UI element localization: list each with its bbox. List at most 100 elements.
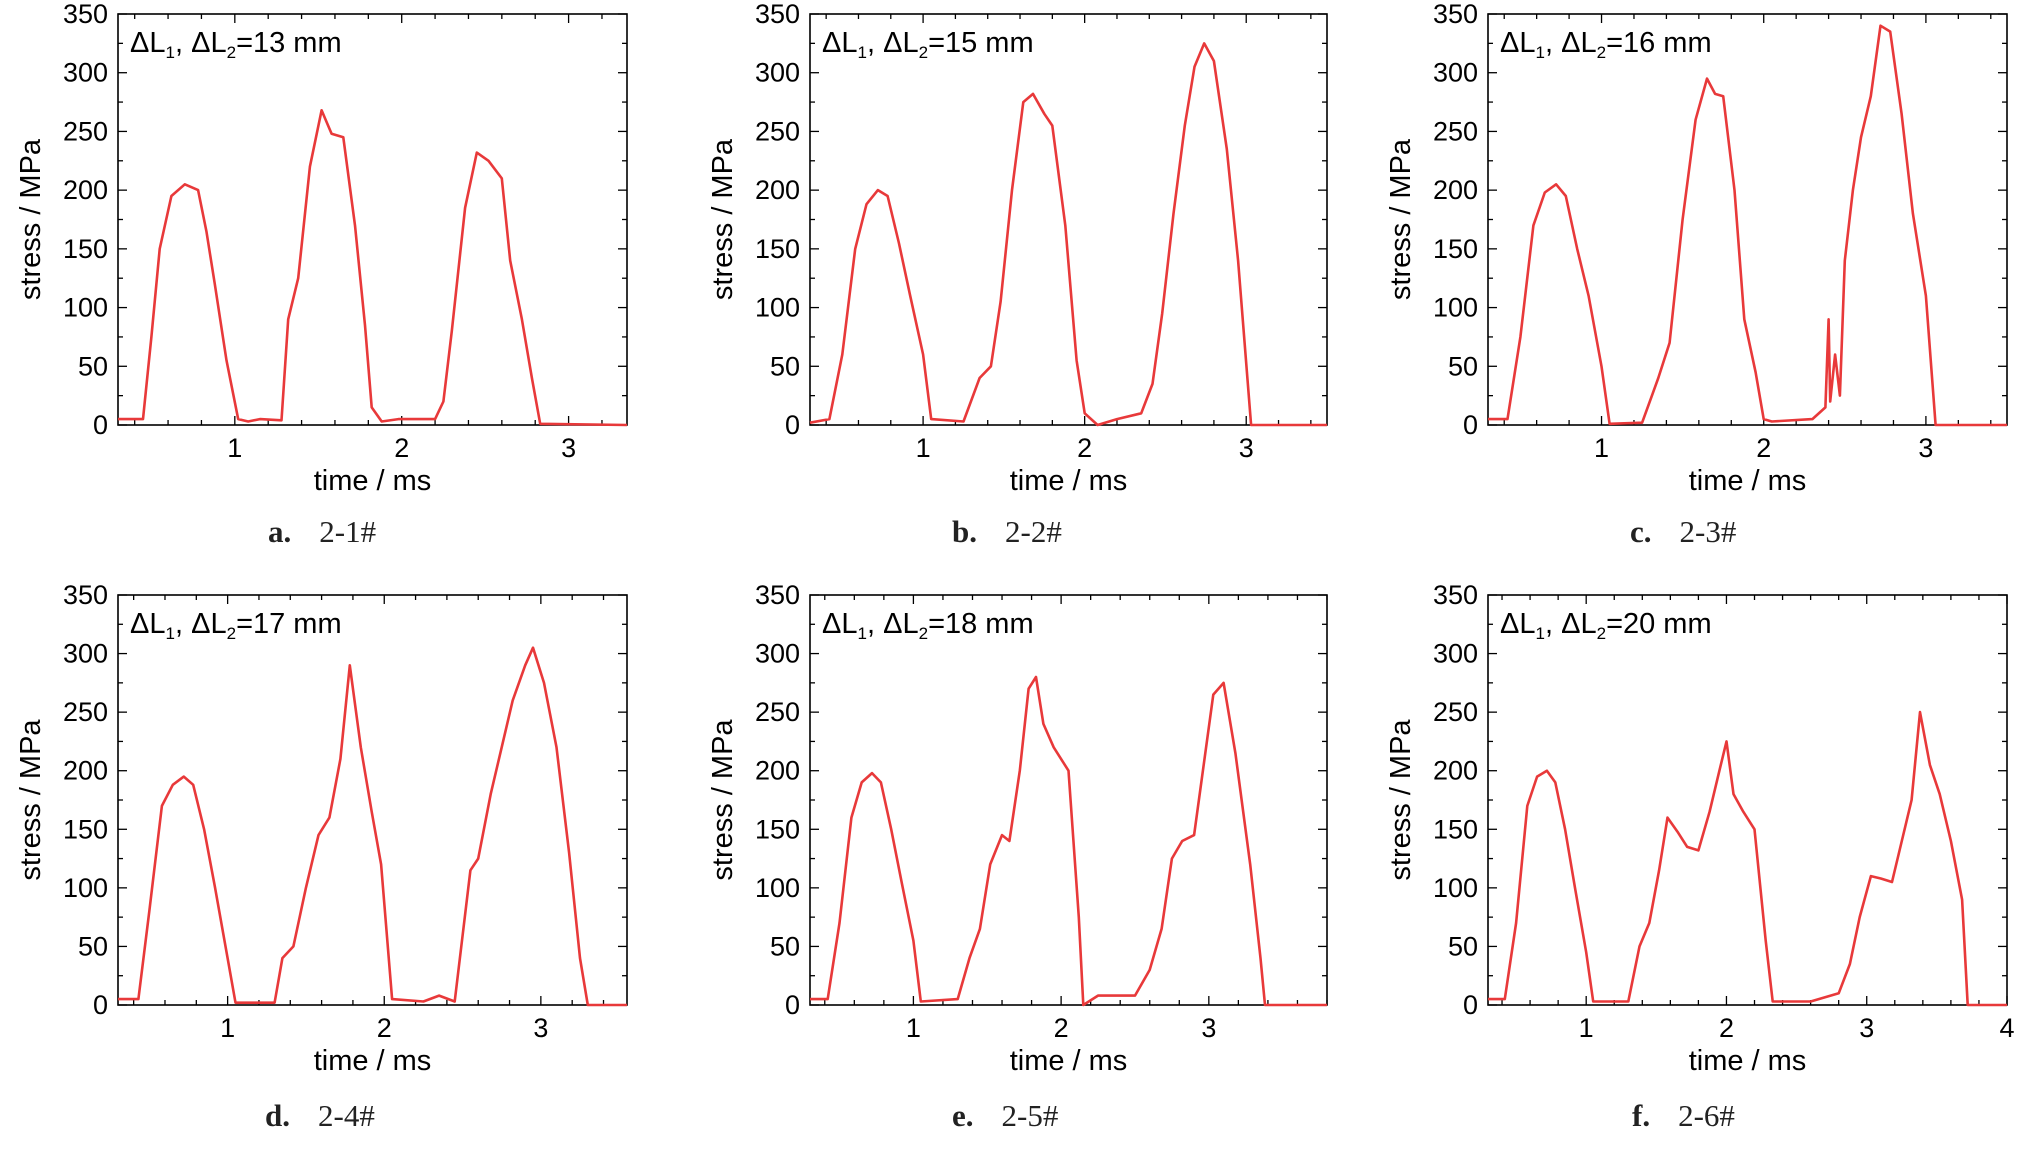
annotation-text: ΔL <box>1500 27 1536 59</box>
y-tick-label: 300 <box>63 639 108 669</box>
caption-f: f. 2-6# <box>1632 1098 1735 1134</box>
x-tick-label: 3 <box>1239 433 1254 463</box>
x-axis-label: time / ms <box>1689 465 1807 497</box>
annotation-text: =15 mm <box>928 27 1034 59</box>
chart-svg: 0 50 100 150 200 250 300 350 1 2 3 time / ms stress … <box>707 582 1328 1077</box>
annotation-subscript: 2 <box>1597 43 1606 62</box>
plot-frame <box>809 594 1328 1006</box>
x-tick-label: 3 <box>533 1013 548 1043</box>
annotation-subscript: 1 <box>166 43 175 62</box>
caption-text: 2-4# <box>318 1098 375 1133</box>
caption-text: 2-3# <box>1679 514 1737 549</box>
y-tick-label: 200 <box>1433 175 1478 205</box>
y-tick-label: 250 <box>755 116 800 146</box>
chart-panel-b: 0 50 100 150 200 250 300 350 1 2 3 time / ms stress … <box>690 0 1340 549</box>
annotation-text: , ΔL <box>867 27 919 59</box>
annotation-label: ΔL1, ΔL2=20 mm <box>1500 608 1712 643</box>
annotation-text: =17 mm <box>236 608 342 640</box>
stress-series-line <box>118 646 627 1007</box>
annotation-text: =16 mm <box>1606 27 1712 59</box>
stress-series-line <box>1488 24 2007 427</box>
y-tick-label: 150 <box>63 234 108 264</box>
plot-frame <box>117 594 628 1006</box>
x-tick-label: 3 <box>1859 1013 1874 1043</box>
x-tick-label: 2 <box>1756 433 1771 463</box>
y-tick-label: 350 <box>1433 0 1478 29</box>
stress-series-line <box>1488 710 2007 1007</box>
y-axis-label: stress / MPa <box>707 719 739 881</box>
annotation-subscript: 2 <box>919 43 928 62</box>
plot-frame <box>1487 594 2008 1006</box>
x-axis-label: time / ms <box>1689 1045 1807 1077</box>
chart-svg: 0 50 100 150 200 250 300 350 1 2 3 time / ms stress … <box>707 0 1328 497</box>
x-tick-label: 1 <box>906 1013 921 1043</box>
y-axis-label: stress / MPa <box>15 719 47 881</box>
x-tick-label: 1 <box>1579 1013 1594 1043</box>
annotation-text: , ΔL <box>867 608 919 640</box>
x-tick-label: 3 <box>1201 1013 1216 1043</box>
annotation-text: , ΔL <box>175 27 227 59</box>
plot-frame <box>809 13 1328 426</box>
y-tick-label: 350 <box>63 0 108 29</box>
annotation-subscript: 1 <box>1536 43 1545 62</box>
annotation-text: ΔL <box>822 27 858 59</box>
plot-frame <box>1487 13 2008 426</box>
annotation-text: ΔL <box>130 608 166 640</box>
caption-e: e. 2-5# <box>952 1098 1058 1134</box>
annotation-subscript: 2 <box>919 624 928 643</box>
y-tick-label: 300 <box>1433 58 1478 88</box>
caption-text: 2-1# <box>319 514 377 549</box>
x-tick-label: 2 <box>1077 433 1092 463</box>
plot-frame <box>117 13 628 426</box>
y-tick-label: 350 <box>63 582 108 610</box>
annotation-label: ΔL1, ΔL2=15 mm <box>822 27 1034 62</box>
caption-text: 2-2# <box>1005 514 1062 549</box>
stress-series-line <box>118 109 628 427</box>
chart-panel-a: 0 50 100 150 200 250 300 350 1 2 3 time / ms stress … <box>0 0 650 549</box>
annotation-text: =13 mm <box>236 27 342 59</box>
annotation-subscript: 1 <box>1536 624 1545 643</box>
y-tick-label: 150 <box>1433 814 1478 844</box>
y-tick-label: 0 <box>785 990 800 1020</box>
y-tick-label: 0 <box>785 410 800 440</box>
chart-panel-e: 0 50 100 150 200 250 300 350 1 2 3 time / ms stress … <box>690 582 1340 1133</box>
annotation-subscript: 2 <box>1597 624 1606 643</box>
y-tick-label: 150 <box>1433 234 1478 264</box>
y-tick-label: 50 <box>770 931 800 961</box>
annotation-label: ΔL1, ΔL2=17 mm <box>130 608 342 643</box>
annotation-subscript: 2 <box>227 43 236 62</box>
y-tick-label: 50 <box>1448 351 1478 381</box>
y-tick-label: 100 <box>63 873 108 903</box>
y-tick-label: 200 <box>755 175 800 205</box>
annotation-text: , ΔL <box>1545 608 1597 640</box>
chart-svg: 0 50 100 150 200 250 300 350 1 2 3 4 time / ms stress… <box>1385 582 2015 1077</box>
caption-letter: a. <box>268 514 292 549</box>
caption-text: 2-5# <box>1001 1098 1059 1133</box>
y-tick-label: 50 <box>770 351 800 381</box>
y-tick-label: 350 <box>755 0 800 29</box>
annotation-text: ΔL <box>130 27 166 59</box>
stress-series-line <box>809 42 1327 427</box>
y-tick-label: 0 <box>93 410 108 440</box>
x-tick-label: 2 <box>1719 1013 1734 1043</box>
y-tick-label: 250 <box>755 697 800 727</box>
x-axis-label: time / ms <box>314 465 432 497</box>
annotation-text: , ΔL <box>175 608 227 640</box>
y-tick-label: 100 <box>1433 873 1478 903</box>
chart-panel-d: 0 50 100 150 200 250 300 350 1 2 3 time / ms stress … <box>0 582 650 1133</box>
y-axis-label: stress / MPa <box>1385 138 1417 300</box>
annotation-text: , ΔL <box>1545 27 1597 59</box>
chart-svg: 0 50 100 150 200 250 300 350 1 2 3 time / ms stress … <box>15 582 628 1077</box>
y-tick-label: 50 <box>78 931 108 961</box>
annotation-subscript: 2 <box>227 624 236 643</box>
y-tick-label: 300 <box>755 639 800 669</box>
y-tick-label: 0 <box>1463 990 1478 1020</box>
annotation-subscript: 1 <box>858 43 867 62</box>
x-axis-label: time / ms <box>1010 465 1128 497</box>
y-tick-label: 100 <box>1433 293 1478 323</box>
annotation-text: ΔL <box>1500 608 1536 640</box>
chart-panel-c: 0 50 100 150 200 250 300 350 1 2 3 time / ms stress … <box>1370 0 2020 549</box>
caption-letter: c. <box>1630 514 1652 549</box>
x-tick-label: 3 <box>1918 433 1933 463</box>
caption-letter: f. <box>1632 1098 1651 1133</box>
